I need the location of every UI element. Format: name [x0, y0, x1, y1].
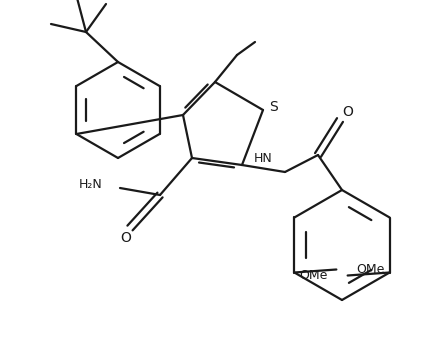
- Text: OMe: OMe: [357, 263, 385, 276]
- Text: O: O: [343, 105, 353, 119]
- Text: H₂N: H₂N: [78, 178, 102, 192]
- Text: HN: HN: [254, 152, 273, 165]
- Text: O: O: [120, 231, 131, 245]
- Text: OMe: OMe: [299, 269, 328, 282]
- Text: S: S: [268, 100, 277, 114]
